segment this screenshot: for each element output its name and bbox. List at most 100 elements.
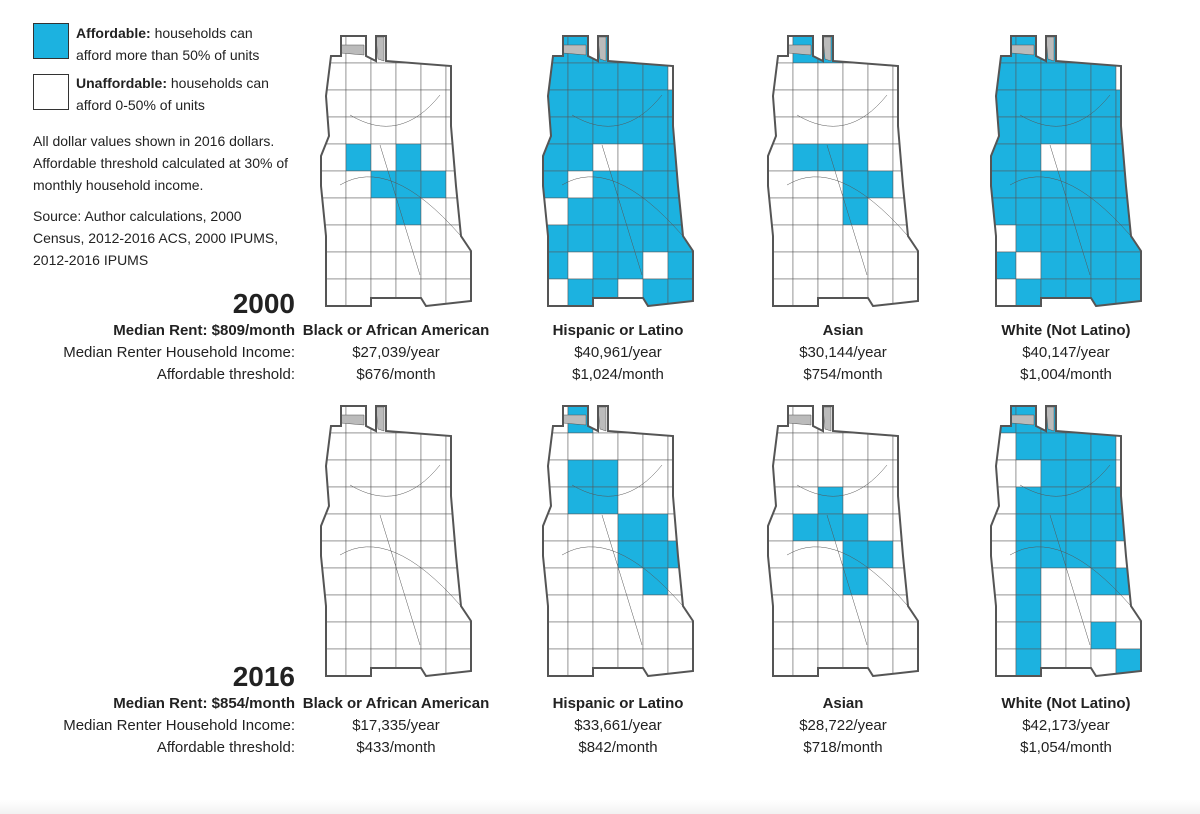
- map-shape: [792, 170, 819, 199]
- group-income: $17,335/year: [352, 717, 440, 734]
- map-shape: [642, 170, 669, 199]
- map-shape: [867, 36, 894, 64]
- map-shape: [1015, 143, 1042, 172]
- map-shape: [1065, 170, 1092, 199]
- income-label: Median Renter Household Income:: [63, 717, 295, 734]
- map-shape: [445, 594, 471, 623]
- map-shape: [445, 540, 471, 569]
- map-shape: [1115, 224, 1141, 253]
- map-shape: [567, 594, 594, 623]
- map-shape: [1115, 459, 1141, 488]
- map-shape: [1090, 278, 1117, 306]
- map-shape: [617, 62, 644, 91]
- map-shape: [642, 62, 669, 91]
- map-shape: [345, 197, 372, 226]
- map-shape: [642, 459, 669, 488]
- map-shape: [867, 621, 894, 650]
- map-shape: [892, 89, 918, 118]
- map-shape: [991, 278, 1017, 306]
- map-shape: [792, 486, 819, 515]
- map-shape: [395, 278, 422, 306]
- map-shape: [617, 648, 644, 676]
- map-shape: [395, 62, 422, 91]
- map-shape: [1040, 540, 1067, 569]
- map-shape: [1015, 170, 1042, 199]
- map-shape: [345, 486, 372, 515]
- map-shape: [592, 486, 619, 515]
- map-shape: [420, 432, 447, 461]
- map-shape: [842, 567, 869, 596]
- map-shape: [1115, 486, 1141, 515]
- map-shape: [1065, 594, 1092, 623]
- map-shape: [420, 406, 447, 434]
- map-shape: [842, 594, 869, 623]
- map-shape: [991, 432, 1017, 461]
- map-shape: [817, 278, 844, 306]
- map-shape: [667, 459, 693, 488]
- map-shape: [667, 432, 693, 461]
- map-shape: [842, 36, 869, 64]
- map-shape: [420, 567, 447, 596]
- map-shape: [792, 251, 819, 280]
- map-shape: [792, 540, 819, 569]
- map-shape: [1065, 567, 1092, 596]
- map-shape: [792, 513, 819, 542]
- map-shape: [617, 197, 644, 226]
- map-shape: [370, 540, 397, 569]
- map-shape: [345, 594, 372, 623]
- map-shape: [445, 251, 471, 280]
- map-shape: [768, 621, 794, 650]
- map-shape: [321, 62, 347, 91]
- map-shape: [867, 486, 894, 515]
- group-income: $40,147/year: [1022, 344, 1110, 361]
- map-shape: [768, 540, 794, 569]
- map-shape: [543, 406, 693, 676]
- map-shape: [1040, 143, 1067, 172]
- map-shape: [420, 459, 447, 488]
- footer-shade: [0, 800, 1200, 814]
- map-shape: [345, 621, 372, 650]
- map-shape: [592, 62, 619, 91]
- map-shape: [1115, 406, 1141, 434]
- map-shape: [321, 143, 347, 172]
- map-shape: [792, 62, 819, 91]
- map-shape: [1065, 197, 1092, 226]
- map-shape: [321, 278, 347, 306]
- map-shape: [817, 648, 844, 676]
- map-shape: [1115, 62, 1141, 91]
- map-shape: [991, 170, 1017, 199]
- map-shape: [892, 62, 918, 91]
- source: Source: Author calculations, 2000 Census…: [33, 208, 279, 268]
- map-shape: [1065, 89, 1092, 118]
- map-shape: [420, 540, 447, 569]
- map-shape: [370, 621, 397, 650]
- map-shape: [340, 414, 365, 426]
- map-shape: [617, 567, 644, 596]
- map-shape: [567, 278, 594, 306]
- map-shape: [867, 62, 894, 91]
- map-shape: [561, 94, 683, 276]
- map-shape: [1115, 251, 1141, 280]
- map-shape: [370, 251, 397, 280]
- map-shape: [667, 143, 693, 172]
- map-shape: [592, 432, 619, 461]
- map-shape: [321, 89, 347, 118]
- map-shape: [592, 116, 619, 145]
- map-shape: [768, 116, 794, 145]
- map-shape: [667, 62, 693, 91]
- legend-text: households can afford more than 50% of u…: [76, 25, 260, 63]
- map-shape: [420, 278, 447, 306]
- map-shape: [445, 406, 471, 434]
- legend-item: Affordable: households can afford more t…: [76, 22, 291, 66]
- map-shape: [370, 648, 397, 676]
- map-shape: [792, 648, 819, 676]
- map-shape: [345, 459, 372, 488]
- median-rent: Median Rent: $809/month: [113, 322, 295, 339]
- map-shape: [867, 567, 894, 596]
- map-shape: [321, 486, 347, 515]
- map-shape: [817, 621, 844, 650]
- map-shape: [642, 432, 669, 461]
- map-shape: [420, 36, 447, 64]
- map-shape: [1115, 540, 1141, 569]
